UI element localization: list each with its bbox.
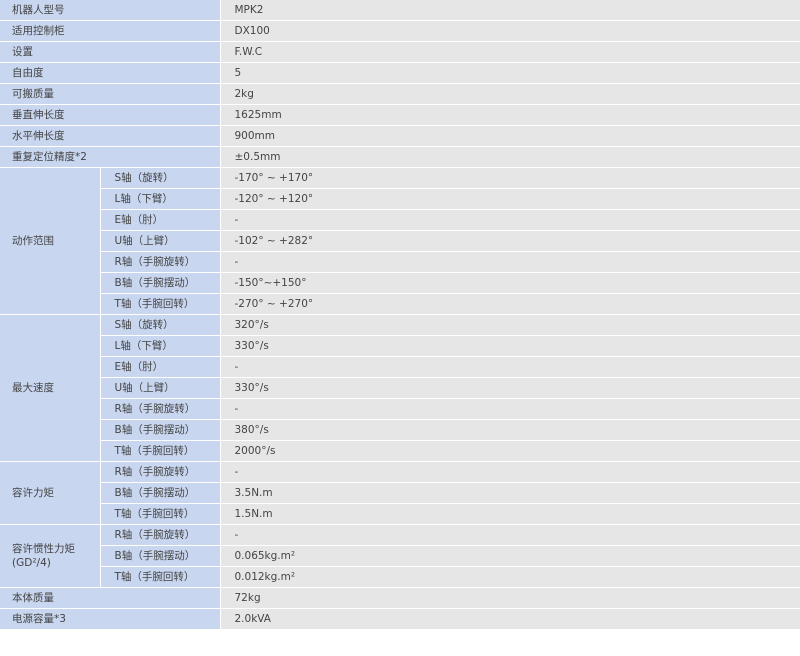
spec-row: 容许惯性力矩(GD²/4) R轴（手腕旋转） - (0, 524, 800, 589)
spec-value: 2.0kVA (220, 608, 800, 631)
group-label: 容许惯性力矩(GD²/4) (0, 524, 101, 589)
axis-label: B轴（手腕摆动） (100, 419, 221, 442)
spec-label: 设置 (0, 41, 221, 64)
spec-row: T轴（手腕回转） -270° ~ +270° (0, 293, 800, 316)
axis-label: R轴（手腕旋转） (100, 461, 221, 484)
spec-row: R轴（手腕旋转） - (0, 251, 800, 274)
group-label: 最大速度 (0, 314, 101, 463)
spec-value: 380°/s (220, 419, 800, 442)
spec-value: 3.5N.m (220, 482, 800, 505)
axis-label: R轴（手腕旋转） (100, 398, 221, 421)
spec-value: 5 (220, 62, 800, 85)
spec-value: - (220, 461, 800, 484)
spec-row: 可搬质量 2kg (0, 83, 800, 106)
spec-row: 电源容量*3 2.0kVA (0, 608, 800, 631)
spec-row: B轴（手腕摆动） 380°/s (0, 419, 800, 442)
axis-label: E轴（肘） (100, 209, 221, 232)
axis-label: T轴（手腕回转） (100, 440, 221, 463)
axis-label: T轴（手腕回转） (100, 503, 221, 526)
axis-label: E轴（肘） (100, 356, 221, 379)
spec-value: ±0.5mm (220, 146, 800, 169)
spec-label: 可搬质量 (0, 83, 221, 106)
spec-value: 2000°/s (220, 440, 800, 463)
axis-label: L轴（下臂） (100, 188, 221, 211)
spec-value: -102° ~ +282° (220, 230, 800, 253)
axis-label: B轴（手腕摆动） (100, 272, 221, 295)
spec-label: 自由度 (0, 62, 221, 85)
spec-value: 0.065kg.m² (220, 545, 800, 568)
axis-label: S轴（旋转） (100, 167, 221, 190)
spec-row: 水平伸长度 900mm (0, 125, 800, 148)
spec-value: 320°/s (220, 314, 800, 337)
spec-row: B轴（手腕摆动） 3.5N.m (0, 482, 800, 505)
spec-value: 2kg (220, 83, 800, 106)
spec-value: MPK2 (220, 0, 800, 22)
spec-row: R轴（手腕旋转） - (0, 398, 800, 421)
axis-label: R轴（手腕旋转） (100, 251, 221, 274)
spec-row: L轴（下臂） 330°/s (0, 335, 800, 358)
spec-row: 机器人型号 MPK2 (0, 0, 800, 22)
spec-row: 适用控制柜 DX100 (0, 20, 800, 43)
spec-value: -270° ~ +270° (220, 293, 800, 316)
spec-label: 机器人型号 (0, 0, 221, 22)
spec-value: - (220, 251, 800, 274)
spec-value: 0.012kg.m² (220, 566, 800, 589)
group-label: 容许力矩 (0, 461, 101, 526)
spec-value: 1.5N.m (220, 503, 800, 526)
spec-label: 本体质量 (0, 587, 221, 610)
spec-label: 垂直伸长度 (0, 104, 221, 127)
spec-row: 重复定位精度*2 ±0.5mm (0, 146, 800, 169)
axis-label: U轴（上臂） (100, 377, 221, 400)
spec-row: B轴（手腕摆动） 0.065kg.m² (0, 545, 800, 568)
spec-value: -150°~+150° (220, 272, 800, 295)
spec-row: 最大速度 S轴（旋转） 320°/s (0, 314, 800, 463)
spec-row: L轴（下臂） -120° ~ +120° (0, 188, 800, 211)
spec-row: 容许力矩 R轴（手腕旋转） - (0, 461, 800, 526)
spec-row: 自由度 5 (0, 62, 800, 85)
spec-row: 动作范围 S轴（旋转） -170° ~ +170° (0, 167, 800, 316)
spec-value: 330°/s (220, 377, 800, 400)
spec-value: F.W.C (220, 41, 800, 64)
axis-label: T轴（手腕回转） (100, 566, 221, 589)
axis-label: B轴（手腕摆动） (100, 545, 221, 568)
axis-label: S轴（旋转） (100, 314, 221, 337)
spec-row: 设置 F.W.C (0, 41, 800, 64)
spec-value: 1625mm (220, 104, 800, 127)
spec-row: T轴（手腕回转） 1.5N.m (0, 503, 800, 526)
axis-label: U轴（上臂） (100, 230, 221, 253)
spec-row: T轴（手腕回转） 0.012kg.m² (0, 566, 800, 589)
axis-label: L轴（下臂） (100, 335, 221, 358)
spec-row: E轴（肘） - (0, 356, 800, 379)
spec-value: - (220, 356, 800, 379)
spec-value: - (220, 209, 800, 232)
spec-value: DX100 (220, 20, 800, 43)
spec-row: T轴（手腕回转） 2000°/s (0, 440, 800, 463)
spec-row: E轴（肘） - (0, 209, 800, 232)
spec-row: 本体质量 72kg (0, 587, 800, 610)
spec-label: 适用控制柜 (0, 20, 221, 43)
axis-label: T轴（手腕回转） (100, 293, 221, 316)
spec-value: - (220, 524, 800, 547)
axis-label: B轴（手腕摆动） (100, 482, 221, 505)
spec-row: B轴（手腕摆动） -150°~+150° (0, 272, 800, 295)
spec-row: U轴（上臂） -102° ~ +282° (0, 230, 800, 253)
spec-value: - (220, 398, 800, 421)
spec-value: -120° ~ +120° (220, 188, 800, 211)
spec-row: 垂直伸长度 1625mm (0, 104, 800, 127)
spec-label: 重复定位精度*2 (0, 146, 221, 169)
spec-table-body: 机器人型号 MPK2 适用控制柜 DX100 设置 F.W.C 自由度 5 可搬质量 2kg 垂直伸… (0, 0, 800, 631)
spec-value: -170° ~ +170° (220, 167, 800, 190)
spec-row: U轴（上臂） 330°/s (0, 377, 800, 400)
spec-value: 72kg (220, 587, 800, 610)
group-label: 动作范围 (0, 167, 101, 316)
spec-label: 电源容量*3 (0, 608, 221, 631)
spec-value: 900mm (220, 125, 800, 148)
spec-label: 水平伸长度 (0, 125, 221, 148)
axis-label: R轴（手腕旋转） (100, 524, 221, 547)
spec-value: 330°/s (220, 335, 800, 358)
spec-table: 机器人型号 MPK2 适用控制柜 DX100 设置 F.W.C 自由度 5 可搬质量 2kg 垂直伸… (0, 0, 800, 631)
